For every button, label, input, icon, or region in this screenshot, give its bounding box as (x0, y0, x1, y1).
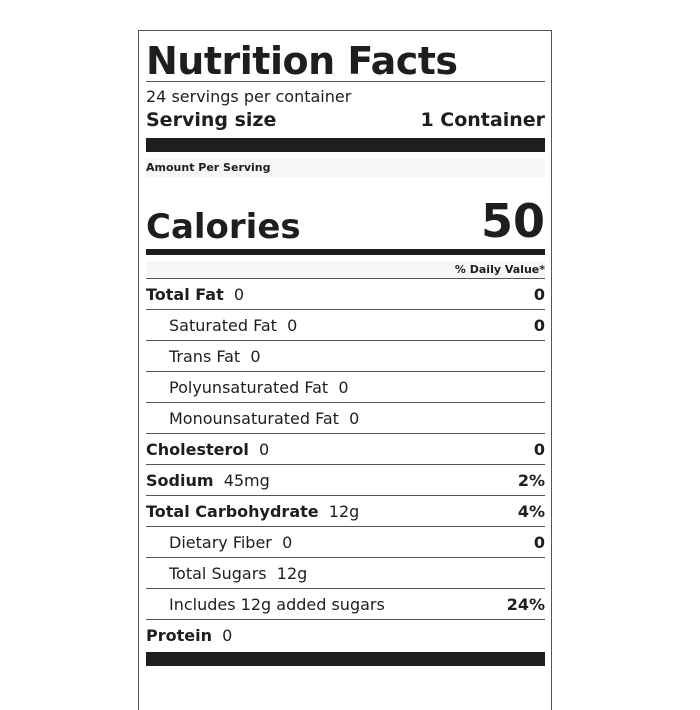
nutrient-amount: 0 (233, 284, 245, 304)
nutrient-row: Protein 0 (146, 620, 545, 651)
nutrient-amount: 0 (338, 377, 349, 397)
nutrient-amount: 12g (328, 501, 360, 521)
amount-per-serving: Amount Per Serving (146, 159, 545, 177)
nutrient-daily-value: 0 (533, 284, 545, 304)
nutrient-label: Total Fat (146, 284, 224, 304)
nutrient-daily-value: 0 (533, 439, 545, 459)
daily-value-header: % Daily Value* (146, 261, 545, 279)
nutrient-amount: 0 (259, 439, 270, 459)
nutrient-label: Includes 12g added sugars (169, 594, 385, 614)
calories-label: Calories (146, 207, 301, 247)
nutrition-facts-label: Nutrition Facts 24 servings per containe… (138, 30, 552, 710)
nutrient-row: Total Sugars 12g (146, 558, 545, 589)
nutrient-amount: 0 (287, 315, 298, 335)
nutrient-daily-value: 4% (517, 501, 545, 521)
nutrient-name: Monounsaturated Fat 0 (146, 409, 359, 428)
label-title: Nutrition Facts (146, 39, 458, 83)
nutrient-name: Dietary Fiber 0 (146, 533, 292, 552)
nutrient-row: Trans Fat 0 (146, 341, 545, 372)
serving-size-value: 1 Container (420, 109, 545, 131)
nutrient-amount: 0 (222, 626, 233, 645)
nutrient-row: Polyunsaturated Fat 0 (146, 372, 545, 403)
nutrient-name: Total Fat 0 (146, 285, 244, 304)
divider (146, 81, 545, 82)
nutrient-name: Sodium 45mg (146, 471, 270, 490)
nutrient-name: Trans Fat 0 (146, 347, 261, 366)
serving-size: Serving size 1 Container (146, 107, 545, 133)
bottom-thick-divider (146, 652, 545, 666)
servings-per-container: 24 servings per container (146, 87, 352, 106)
nutrient-amount: 12g (276, 563, 308, 583)
nutrient-name: Cholesterol 0 (146, 440, 269, 459)
nutrient-label: Trans Fat (169, 346, 241, 366)
nutrient-name: Polyunsaturated Fat 0 (146, 378, 349, 397)
nutrient-label: Polyunsaturated Fat (169, 377, 329, 397)
calories-row: Calories 50 (146, 189, 545, 249)
nutrient-amount: 0 (282, 532, 293, 552)
nutrient-daily-value: 0 (533, 315, 545, 335)
nutrient-label: Cholesterol (146, 439, 249, 459)
nutrient-name: Total Carbohydrate 12g (146, 502, 359, 521)
calories-value: 50 (480, 194, 545, 248)
nutrient-label: Total Carbohydrate (146, 501, 319, 521)
nutrient-daily-value: 0 (533, 532, 545, 552)
nutrient-name: Protein 0 (146, 626, 232, 645)
nutrient-name: Includes 12g added sugars (146, 595, 385, 614)
nutrient-amount: 0 (349, 408, 360, 428)
nutrient-name: Saturated Fat 0 (146, 316, 297, 335)
nutrient-daily-value: 24% (506, 594, 545, 614)
medium-divider (146, 249, 545, 255)
nutrient-label: Dietary Fiber (169, 532, 272, 552)
nutrient-daily-value: 2% (517, 470, 545, 490)
nutrient-amount: 0 (250, 346, 261, 366)
nutrient-row: Monounsaturated Fat 0 (146, 403, 545, 434)
nutrient-amount: 45mg (223, 470, 270, 490)
nutrient-name: Total Sugars 12g (146, 564, 307, 583)
nutrient-row: Sodium 45mg 2% (146, 465, 545, 496)
nutrient-label: Monounsaturated Fat (169, 408, 339, 428)
nutrient-label: Total Sugars (169, 563, 267, 583)
serving-size-label: Serving size (146, 109, 277, 131)
thick-divider (146, 138, 545, 152)
nutrient-label: Saturated Fat (169, 315, 277, 335)
nutrient-label: Sodium (146, 470, 214, 490)
nutrient-row: Includes 12g added sugars 24% (146, 589, 545, 620)
nutrient-label: Protein (146, 626, 212, 645)
nutrient-row: Total Carbohydrate 12g 4% (146, 496, 545, 527)
divider (146, 278, 545, 279)
